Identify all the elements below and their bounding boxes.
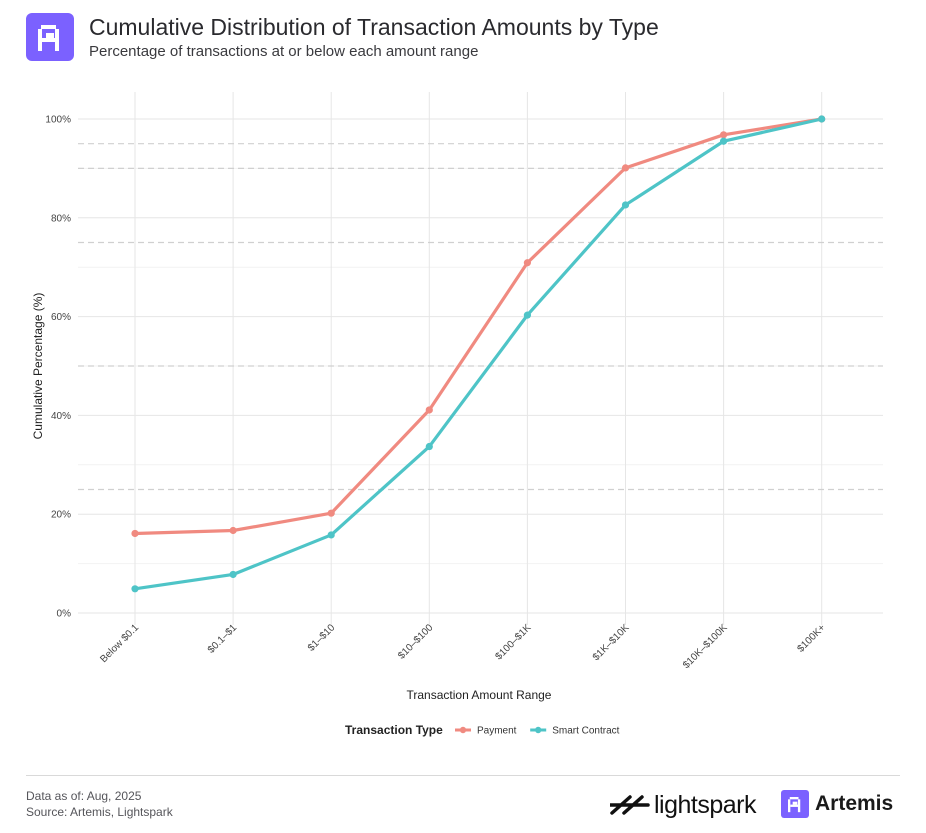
- source-note: Source: Artemis, Lightspark: [26, 805, 173, 819]
- page-subtitle: Percentage of transactions at or below e…: [89, 43, 479, 60]
- x-tick-label: $100–$1K: [493, 622, 533, 662]
- cumulative-distribution-chart: 0% 20% 40% 60% 80% 100% Below $0.1 $0.1–$1 $1–$1…: [31, 92, 883, 737]
- y-tick-label: 40%: [51, 411, 71, 422]
- lightspark-logo-icon: [610, 795, 650, 815]
- data-point-payment: [621, 164, 630, 172]
- x-tick-label: Below $0.1: [98, 622, 141, 665]
- data-as-of: Data as of: Aug, 2025: [26, 789, 142, 803]
- artemis-logo-icon: [26, 13, 74, 61]
- data-point-smart-contract: [818, 115, 826, 123]
- data-point-smart-contract: [425, 442, 433, 451]
- x-axis-title: Transaction Amount Range: [407, 688, 552, 702]
- y-tick-label: 60%: [51, 312, 71, 323]
- data-point-smart-contract: [229, 570, 237, 579]
- x-tick-label: $10–$100: [396, 622, 436, 662]
- y-tick-label: 100%: [45, 115, 71, 126]
- footer-divider: [26, 775, 900, 776]
- legend-swatch-dot: [459, 726, 467, 734]
- data-point-payment: [720, 131, 728, 139]
- legend-title: Transaction Type: [345, 723, 443, 737]
- x-tick-label: $1–$10: [306, 622, 338, 654]
- data-point-payment: [229, 526, 237, 535]
- artemis-brand: Artemis: [781, 789, 893, 819]
- y-tick-label: 20%: [51, 510, 71, 521]
- y-tick-label: 80%: [51, 213, 71, 224]
- data-point-smart-contract: [523, 311, 532, 319]
- y-axis-title: Cumulative Percentage (%): [31, 293, 45, 440]
- artemis-mark-icon: [781, 790, 809, 818]
- data-point-smart-contract: [327, 531, 335, 539]
- legend-label: Payment: [477, 726, 517, 737]
- legend-label: Smart Contract: [552, 726, 619, 737]
- series-line-payment: [133, 117, 824, 536]
- lightspark-wordmark: lightspark: [654, 790, 757, 819]
- legend-swatch-dot: [535, 726, 542, 734]
- data-point-payment: [131, 529, 139, 538]
- page-title: Cumulative Distribution of Transaction A…: [89, 14, 659, 40]
- data-point-payment: [327, 509, 335, 517]
- data-point-smart-contract: [621, 201, 630, 209]
- data-point-payment: [425, 406, 433, 414]
- y-tick-label: 0%: [57, 609, 72, 620]
- data-point-payment: [523, 259, 532, 267]
- x-tick-label: $1K–$10K: [591, 622, 632, 663]
- data-point-smart-contract: [131, 585, 139, 593]
- lightspark-brand: lightspark: [610, 790, 757, 820]
- x-tick-label: $10K–$100K: [681, 622, 730, 671]
- artemis-wordmark: Artemis: [815, 792, 894, 815]
- series-line-smart-contract: [133, 117, 824, 591]
- x-tick-label: $0.1–$1: [206, 622, 240, 656]
- x-tick-label: $100K+: [795, 622, 827, 654]
- data-point-smart-contract: [720, 137, 728, 145]
